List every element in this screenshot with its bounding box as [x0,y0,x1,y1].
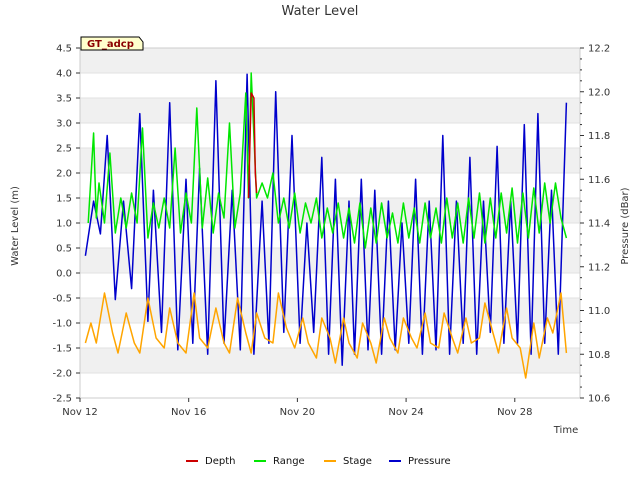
y-axis-left-title: Water Level (m) [10,186,21,266]
y-left-tick-label: 3.0 [56,119,72,130]
site-badge-box [80,36,144,51]
y-right-tick-label: 12.0 [588,87,610,98]
x-tick-label: Nov 16 [171,407,206,418]
y-left-tick-label: 0.0 [56,269,72,280]
x-tick-label: Nov 28 [497,407,532,418]
y-left-tick-label: -1.5 [52,344,72,355]
legend: Depth Range Stage Pressure [186,456,451,467]
series-line-pressure [84,73,568,366]
series-line-range [87,72,568,249]
y-left-tick-label: -0.5 [52,294,72,305]
site-badge: GT_adcp [80,36,144,51]
y-left-tick-label: -2.5 [52,394,72,405]
y-left-tick-label: 1.0 [56,219,72,230]
legend-label-depth: Depth [205,456,235,467]
legend-label-pressure: Pressure [408,456,451,467]
x-axis-ticks: Nov 12 Nov 16 Nov 20 Nov 24 Nov 28 [62,398,532,418]
y-right-tick-label: 11.4 [588,219,610,230]
y-left-tick-label: 2.5 [56,144,72,155]
site-badge-label: GT_adcp [87,39,134,50]
y-right-tick-label: 10.6 [588,394,610,405]
y-right-tick-label: 12.2 [588,44,610,55]
legend-label-stage: Stage [343,456,372,467]
legend-label-range: Range [273,456,305,467]
y-left-tick-label: -1.0 [52,319,72,330]
y-axis-right-title: Pressure (dBar) [620,187,631,264]
background-band [80,98,580,123]
x-axis-title: Time [553,425,578,436]
series-line-depth [247,92,258,199]
y-left-tick-label: 4.5 [56,44,72,55]
y-right-tick-label: 11.6 [588,175,610,186]
background-bands [80,48,580,373]
x-tick-label: Nov 24 [388,407,423,418]
y-right-tick-label: 11.0 [588,306,610,317]
chart-title: Water Level [282,4,359,19]
background-band [80,148,580,173]
y-axis-right-ticks: 10.6 10.8 11.0 11.2 11.4 11.6 11.8 12.0 12.2 [580,44,610,405]
series-layer [84,72,568,379]
background-band [80,48,580,73]
y-left-tick-label: 1.5 [56,194,72,205]
background-band [80,248,580,273]
y-left-tick-label: 3.5 [56,94,72,105]
y-left-tick-label: -2.0 [52,369,72,380]
y-left-tick-label: 4.0 [56,69,72,80]
y-left-tick-label: 0.5 [56,244,72,255]
x-tick-label: Nov 20 [280,407,315,418]
y-right-tick-label: 11.8 [588,131,610,142]
y-right-tick-label: 10.8 [588,350,610,361]
y-axis-left-ticks: -2.5 -2.0 -1.5 -1.0 -0.5 0.0 0.5 1.0 1.5 2.0 2.5 3.… [52,44,80,405]
y-right-tick-label: 11.2 [588,262,610,273]
series-line-stage [84,292,568,379]
y-left-tick-label: 2.0 [56,169,72,180]
background-band [80,348,580,373]
x-tick-label: Nov 12 [62,407,97,418]
